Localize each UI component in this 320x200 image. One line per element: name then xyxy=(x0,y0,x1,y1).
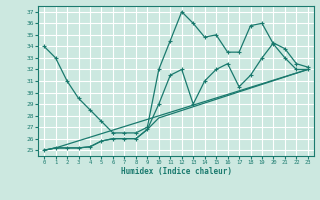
X-axis label: Humidex (Indice chaleur): Humidex (Indice chaleur) xyxy=(121,167,231,176)
